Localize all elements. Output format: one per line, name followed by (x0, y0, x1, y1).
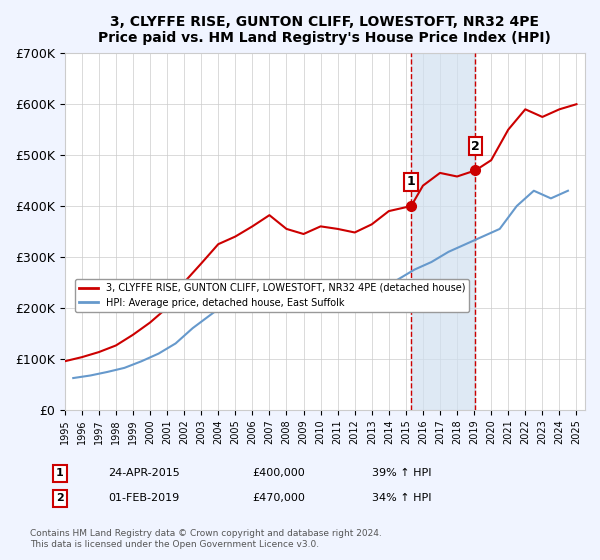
Text: 39% ↑ HPI: 39% ↑ HPI (372, 468, 431, 478)
Text: Contains HM Land Registry data © Crown copyright and database right 2024.
This d: Contains HM Land Registry data © Crown c… (30, 529, 382, 549)
Text: 24-APR-2015: 24-APR-2015 (108, 468, 180, 478)
Text: £470,000: £470,000 (252, 493, 305, 503)
Text: 2: 2 (56, 493, 64, 503)
Text: 1: 1 (56, 468, 64, 478)
Text: 01-FEB-2019: 01-FEB-2019 (108, 493, 179, 503)
Legend: 3, CLYFFE RISE, GUNTON CLIFF, LOWESTOFT, NR32 4PE (detached house), HPI: Average: 3, CLYFFE RISE, GUNTON CLIFF, LOWESTOFT,… (75, 279, 469, 312)
Text: 2: 2 (471, 139, 480, 152)
Title: 3, CLYFFE RISE, GUNTON CLIFF, LOWESTOFT, NR32 4PE
Price paid vs. HM Land Registr: 3, CLYFFE RISE, GUNTON CLIFF, LOWESTOFT,… (98, 15, 551, 45)
Bar (411, 53, 475, 409)
Text: £400,000: £400,000 (252, 468, 305, 478)
Text: 34% ↑ HPI: 34% ↑ HPI (372, 493, 431, 503)
Text: 1: 1 (407, 175, 416, 188)
